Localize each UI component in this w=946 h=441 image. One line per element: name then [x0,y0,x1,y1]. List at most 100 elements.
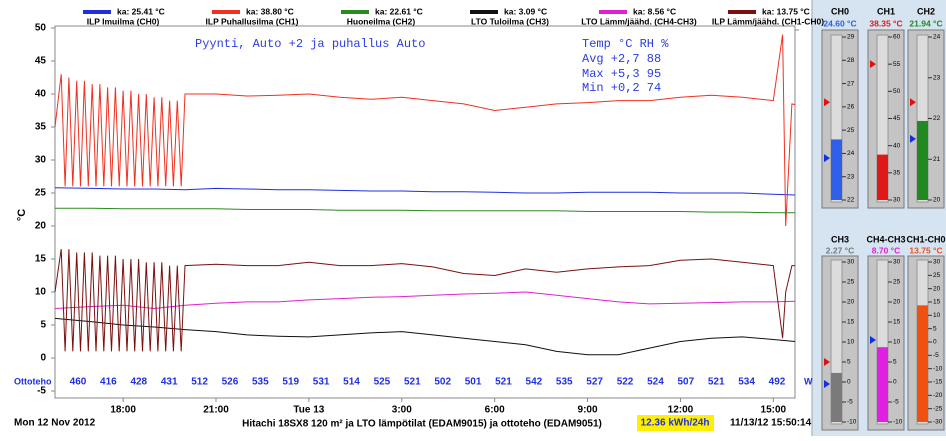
y-tick-label: -5 [37,386,46,397]
power-unit: W [804,376,813,386]
gauge-tick-label: 40 [893,142,901,149]
legend-name: LTO Lämm/jäähd. (CH4-CH3) [581,16,697,26]
gauge-bar [877,347,888,422]
footer-timestamp: 11/13/12 15:50:14 [730,418,812,429]
gauge-reading: 21.94 °C [909,18,942,28]
plot-frame [54,25,796,399]
legend-name: ILP Lämm/jäähd. (CH1-CH0) [712,16,824,26]
gauge-tick-label: 23 [933,74,941,81]
gauge-tick-label: 0 [893,379,897,386]
power-value: 416 [100,377,117,388]
y-tick-label: 30 [35,155,47,166]
gauge-tick-label: 30 [893,259,901,266]
gauge-label: CH1-CH0 [906,234,945,244]
power-value: 521 [495,377,512,388]
gauge-tick-label: 25 [933,272,941,279]
gauge-tick-label: 10 [893,339,901,346]
power-value: 531 [313,377,330,388]
power-value: 535 [252,377,269,388]
y-tick-label: 10 [35,287,47,298]
power-value: 542 [526,377,543,388]
gauge-tick-label: 5 [847,359,851,366]
power-label: Ottoteho [14,376,52,386]
gauge-tick-label: 0 [933,339,937,346]
footer-title: Hitachi 18SX8 120 m² ja LTO lämpötilat (… [242,419,602,430]
chart-bg [0,0,812,436]
y-tick-label: 20 [35,221,47,232]
annotation: Min +0,2 74 [582,81,661,95]
y-tick-label: 0 [40,353,46,364]
gauge-tick-label: 5 [933,325,937,332]
x-tick-label: 18:00 [110,405,136,416]
annotation: Temp °C RH % [582,37,669,51]
legend-value: ka: 22.61 °C [375,6,423,16]
gauge-tick-label: -15 [933,379,943,386]
gauge-tick-label: 26 [847,104,855,111]
y-tick-label: 25 [35,188,47,199]
gauge-tick-label: 27 [847,80,855,87]
series-line [55,207,795,214]
gauge-reading: 13.75 °C [909,245,942,255]
gauge-tick-label: 20 [933,285,941,292]
power-value: 492 [769,377,786,388]
gauge-tick-label: 20 [847,299,855,306]
series-line [54,187,796,196]
gauge-tick-label: 28 [847,57,855,64]
gauge-tick-label: 24 [933,34,941,41]
power-value: 460 [70,377,87,388]
gauge-bar [917,120,928,200]
series-line [54,249,795,352]
gauge-bar [917,305,928,422]
gauge-tick-label: 50 [893,88,901,95]
annotation: Avg +2,7 88 [582,52,661,66]
series-line [54,317,796,356]
power-value: 501 [465,377,482,388]
power-value: 428 [130,377,147,388]
gauge-marker [870,60,876,69]
gauge-tick-label: 60 [893,34,901,41]
footer-energy: 12.36 kWh/24h [641,418,710,429]
gauge-tick-label: 5 [893,359,897,366]
gauge-tick-label: -25 [933,405,943,412]
power-value: 431 [161,377,178,388]
x-tick-label: 6:00 [485,405,505,416]
gauge-label: CH4-CH3 [866,234,905,244]
gauge-tick-label: -5 [893,399,899,406]
gauge-reading: 2.27 °C [826,245,854,255]
y-tick-label: 35 [35,122,47,133]
power-value: 525 [374,377,391,388]
gauge-tick-label: 22 [847,197,855,204]
gauge-marker [824,380,830,388]
gauge-marker [824,358,830,366]
power-value: 535 [556,377,573,388]
gauge-marker [824,98,830,107]
legend-name: Huoneilma (CH2) [347,16,416,26]
legend-value: ka: 8.56 °C [633,6,676,16]
power-value: 519 [282,377,299,388]
power-value: 521 [404,377,421,388]
gauge-tick-label: -10 [847,419,857,426]
y-tick-label: 50 [35,23,47,34]
y-tick-label: 5 [40,320,46,331]
gauge-tick-label: 45 [893,115,901,122]
legend-value: ka: 38.80 °C [246,6,294,16]
gauge-label: CH3 [831,234,849,244]
gauge-tick-label: 15 [893,319,901,326]
gauge-tick-label: 30 [893,197,901,204]
legend-name: ILP Puhallusilma (CH1) [206,16,299,26]
x-tick-label: Tue 13 [293,405,324,416]
gauge-bar [877,154,888,200]
power-value: 507 [677,377,694,388]
gauge-tick-label: 25 [893,279,901,286]
legend-name: ILP Imuilma (CH0) [87,16,160,26]
gauge-tick-label: 22 [933,115,941,122]
gauge-label: CH1 [877,6,895,16]
series-line [54,34,796,227]
gauge-marker [870,336,876,344]
power-value: 514 [343,377,360,388]
power-value: 526 [222,377,239,388]
y-tick-label: 15 [35,254,47,265]
gauge-tick-label: 10 [847,339,855,346]
gauge-tick-label: -10 [933,365,943,372]
